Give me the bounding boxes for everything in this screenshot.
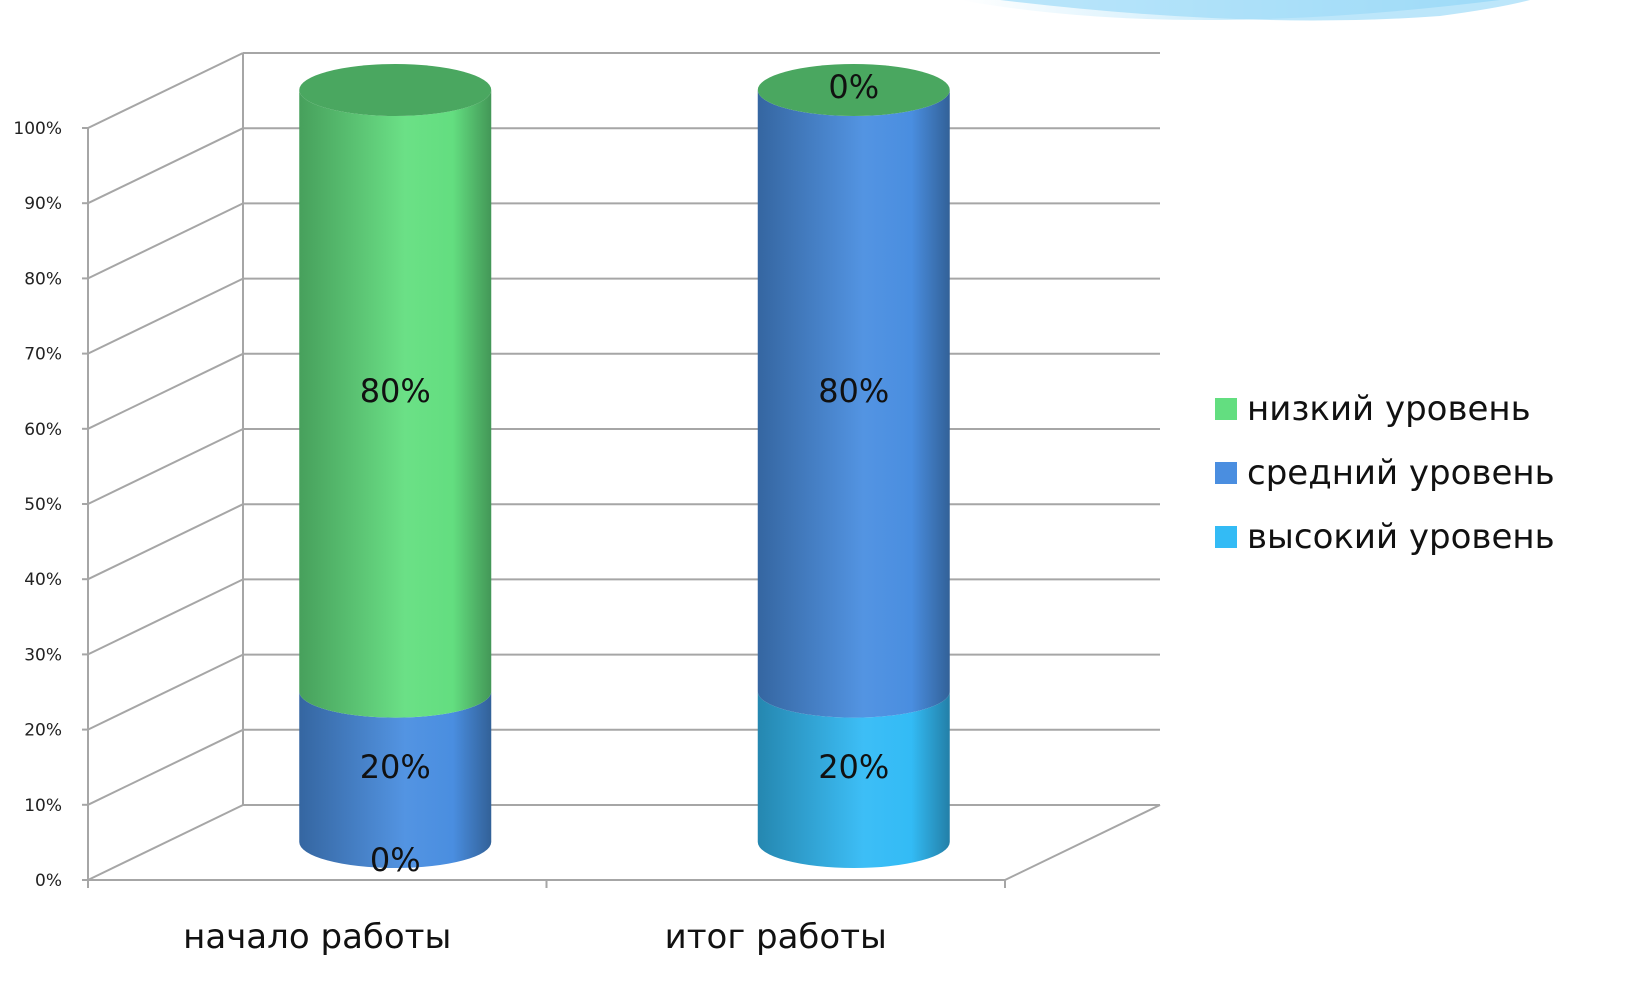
legend-label-высокий-уровень: высокий уровень [1247,517,1555,557]
y-tick-label: 40% [24,570,62,590]
legend-swatch-низкий-уровень [1215,398,1237,420]
data-label-итог-работы-низкий-уровень: 0% [828,68,879,106]
decorative-swoosh-band [1000,0,1530,21]
side-wall-gridline [87,52,244,129]
x-tick-label: итог работы [665,917,887,957]
y-tick-label: 70% [24,345,62,365]
legend-swatch-высокий-уровень [1215,526,1237,548]
side-wall-gridline [87,728,244,806]
bar-итог-работы-средний-уровень [757,90,950,718]
side-wall-gridline [87,804,244,881]
y-tick-label: 50% [24,495,62,515]
y-tick-label: 0% [35,871,62,891]
data-label-начало-работы-высокий-уровень: 0% [370,841,421,879]
y-tick-label: 90% [24,194,62,214]
side-wall-gridline [87,653,244,731]
side-wall-gridline [87,503,244,581]
y-tick-label: 20% [24,721,62,741]
x-tick-label: начало работы [183,917,451,957]
legend-label-низкий-уровень: низкий уровень [1247,389,1531,429]
data-label-начало-работы-средний-уровень: 20% [360,748,431,786]
bar-итог-работы-высокий-уровень [757,691,950,869]
side-wall-gridline [87,428,244,505]
side-wall-gridline [87,202,244,280]
floor-right-edge [1004,804,1161,881]
side-wall-gridline [87,277,244,355]
data-label-итог-работы-средний-уровень: 80% [818,372,889,410]
bar-начало-работы-низкий-уровень [299,90,492,718]
bar-top-cap-итог-работы [757,64,950,116]
side-wall-gridline [87,127,244,205]
data-label-начало-работы-низкий-уровень: 80% [360,372,431,410]
y-tick-label: 10% [24,796,62,816]
bar-top-cap-начало-работы [299,64,492,116]
legend-swatch-средний-уровень [1215,462,1237,484]
y-tick-label: 30% [24,645,62,665]
y-tick-label: 60% [24,420,62,440]
side-wall-gridline [87,352,244,430]
data-label-итог-работы-высокий-уровень: 20% [818,748,889,786]
legend-label-средний-уровень: средний уровень [1247,453,1555,493]
bar-начало-работы-средний-уровень [299,691,492,869]
y-tick-label: 80% [24,269,62,289]
y-tick-label: 100% [13,119,62,139]
side-wall-gridline [87,578,244,656]
